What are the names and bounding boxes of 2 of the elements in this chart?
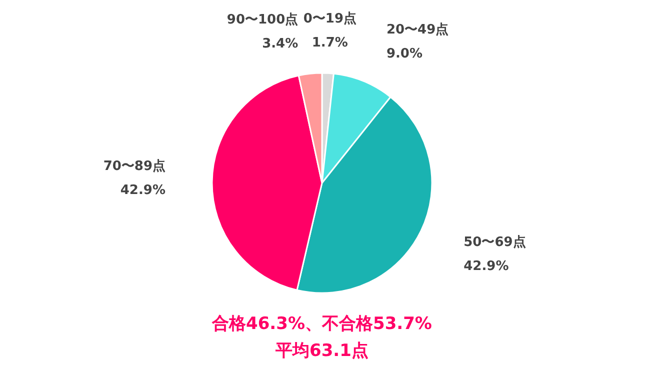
text: 平均63.1点 bbox=[274, 341, 368, 361]
text: 合格46.3%、不合格53.7% bbox=[211, 314, 432, 334]
